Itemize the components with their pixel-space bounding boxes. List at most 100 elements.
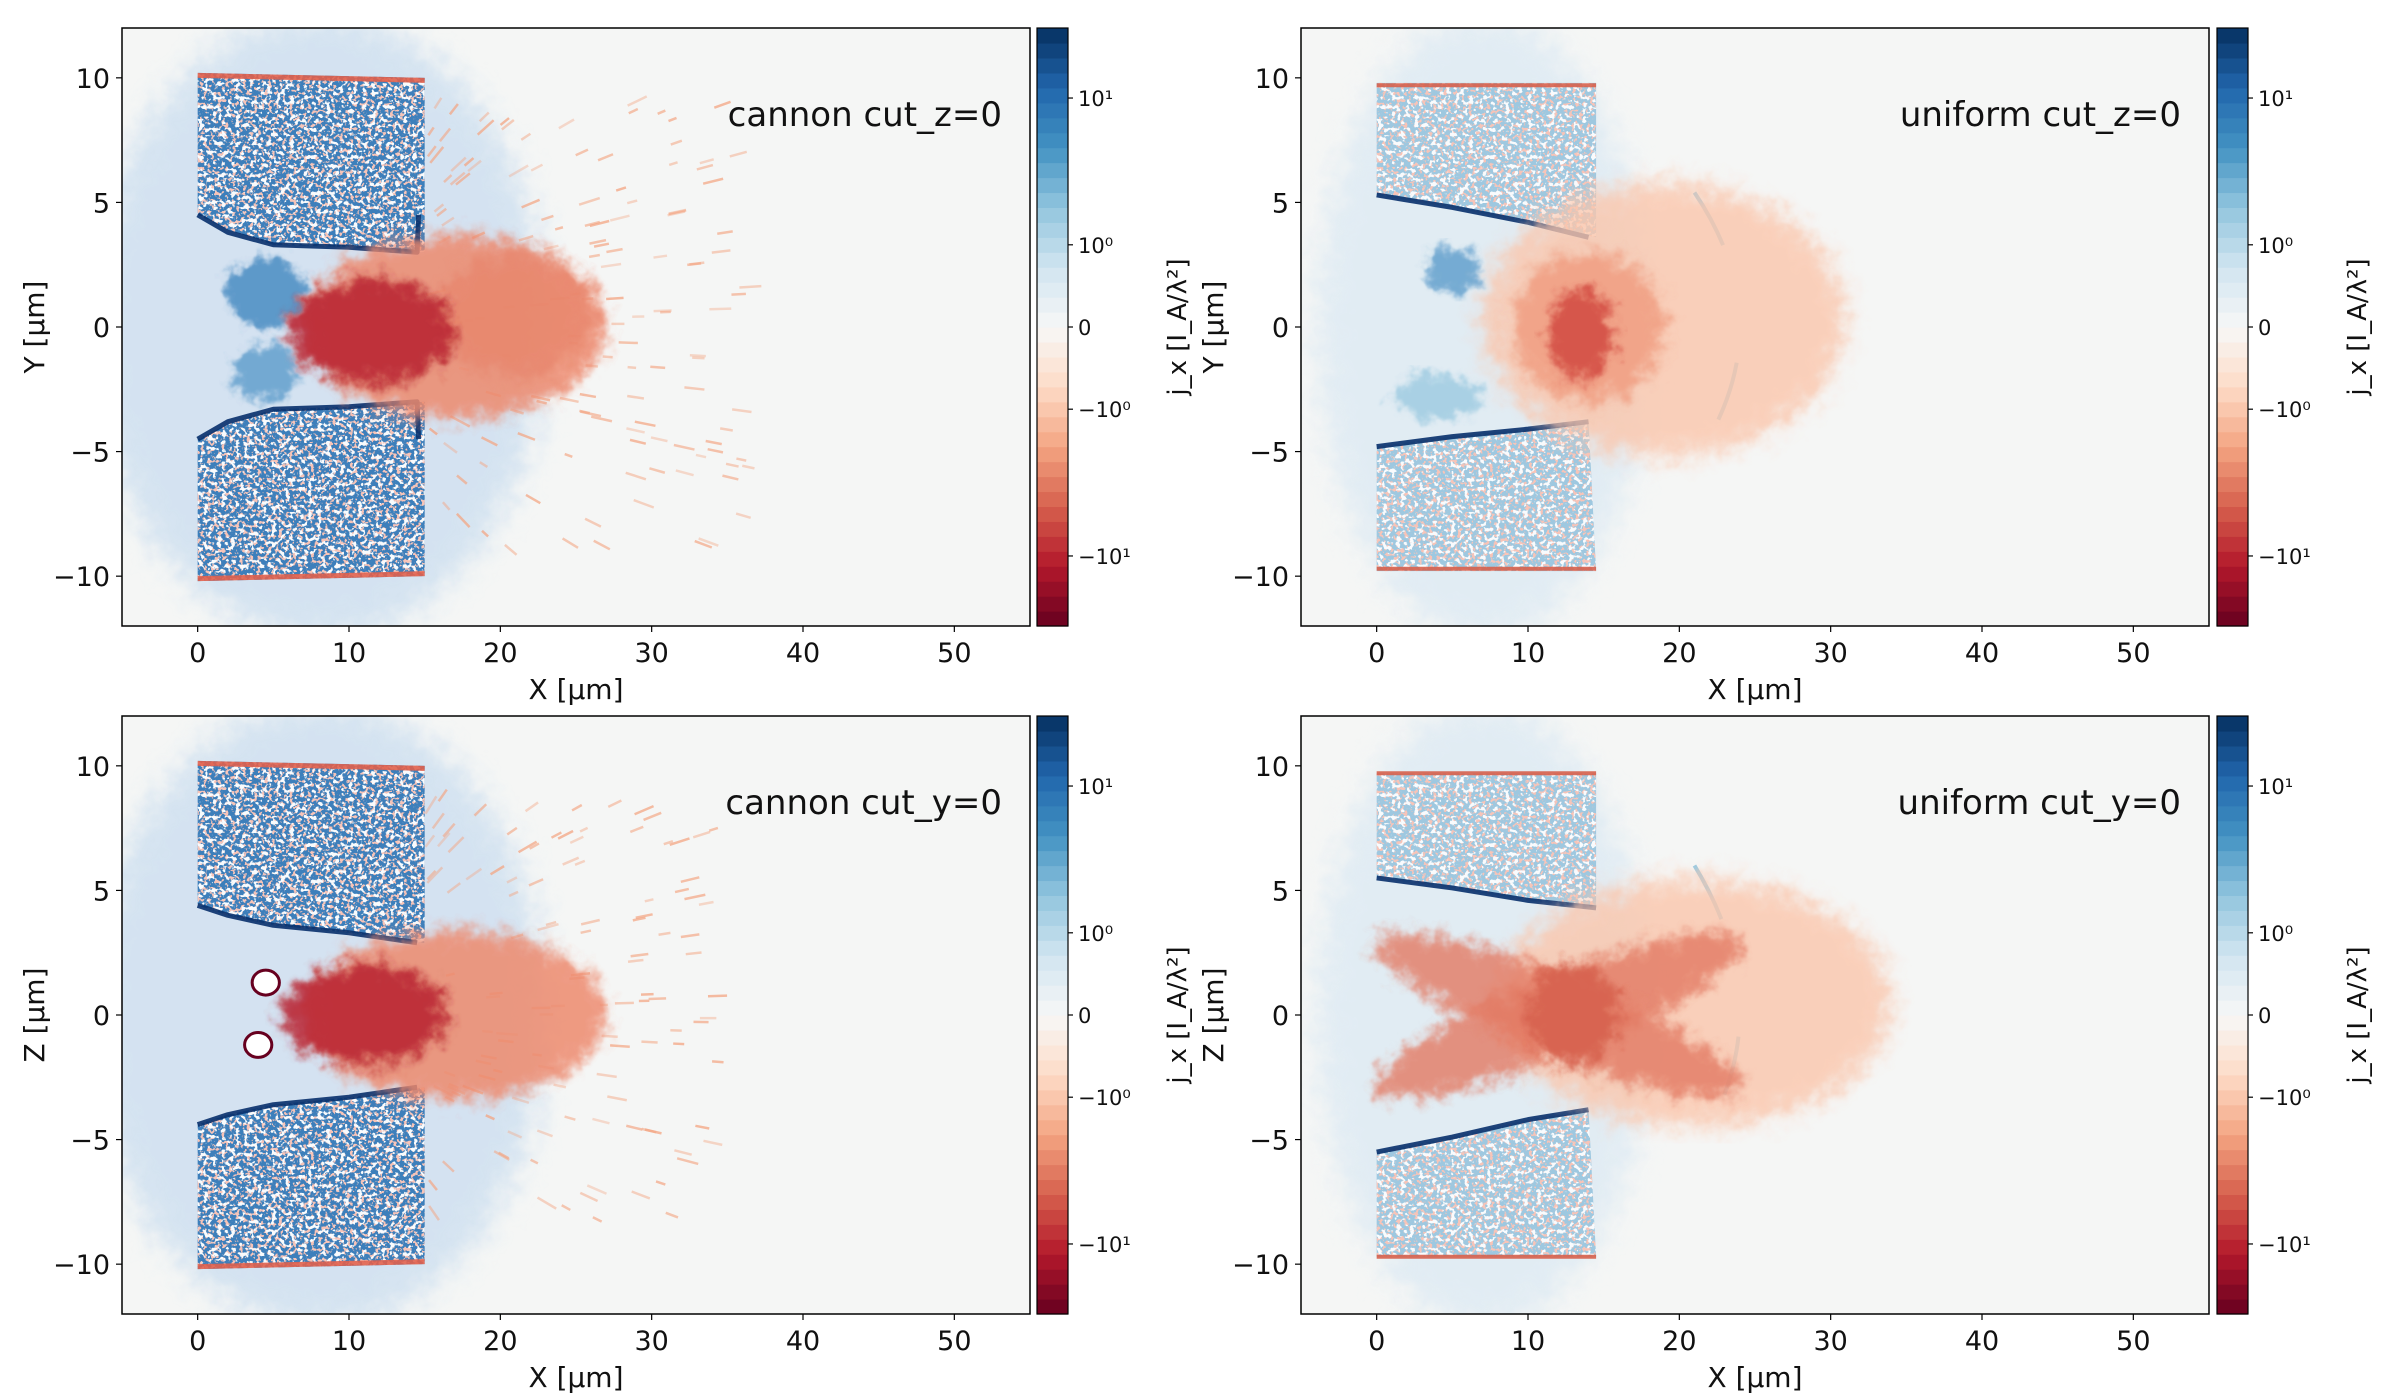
colorbar-level [1037,805,1068,822]
colorbar-level [1037,42,1068,59]
colorbar-level [2217,28,2248,44]
colorbar-level [1037,416,1068,433]
colorbar-level [1037,162,1068,179]
colorbar-label: j_x [I_A/λ²] [2343,946,2373,1084]
colorbar-level [1037,207,1068,223]
particle-streak [676,1157,699,1166]
particle-streak [699,158,715,165]
particle-streak [441,216,455,227]
target-region [1376,773,1597,908]
y-tick-label: 0 [93,313,110,344]
particle-streak [684,386,705,391]
colorbar-level [1037,1239,1068,1255]
colorbar-level [1037,237,1068,253]
colorbar-level [1037,1164,1068,1181]
particle-streak [537,923,559,932]
colorbar-tick-label: 10⁰ [2258,922,2293,946]
particle-streak [489,865,505,876]
x-tick-label: 10 [332,638,366,669]
colorbar-tick-label: 0 [2258,1004,2271,1028]
particle-streak [707,447,724,454]
particle-streak [443,441,458,454]
colorbar-level [1037,192,1068,208]
colorbar-level [1037,506,1068,522]
particle-streak [634,805,655,816]
particle-streak [698,900,714,906]
colorbar-level [1037,222,1068,238]
colorbar-level [1037,491,1068,507]
colorbar-level [2217,1074,2248,1091]
y-tick-label: −10 [1232,1250,1289,1281]
particle-streak [424,834,436,848]
colorbar-tick-label: 10⁰ [1078,922,1113,946]
particle-streak [698,537,719,547]
colorbar-level [2217,1224,2248,1240]
colorbar-level [2217,521,2248,537]
colorbar-level [1037,1134,1068,1151]
particle-streak [473,803,488,817]
particle-streak [541,214,554,222]
colorbar-level [1037,880,1068,896]
colorbar-level [2217,1104,2248,1121]
particle-streak [618,341,638,345]
particle-streak [579,826,589,833]
particle-streak [729,150,748,158]
colorbar-level [1037,955,1068,971]
particle-streak [631,1190,651,1200]
x-tick-label: 50 [937,1326,971,1357]
colorbar-level [2217,237,2248,253]
particle-streak [569,835,584,845]
particle-streak [592,1117,610,1125]
particle-streak [705,439,722,446]
colorbar-level [1037,117,1068,134]
colorbar-level [2217,1209,2248,1225]
particle-streak [485,1114,495,1121]
particle-streak [553,1083,567,1089]
colorbar-level [2217,506,2248,522]
particle-streak [520,132,532,141]
y-tick-label: −10 [1232,562,1289,593]
particle-streak [629,438,647,445]
particle-streak [709,307,732,311]
x-tick-label: 0 [189,638,206,669]
x-tick-label: 30 [1813,1326,1847,1357]
particle-streak [633,498,655,509]
colorbar-level [2217,790,2248,807]
colorbar-level [1037,267,1068,283]
x-tick-label: 40 [1965,1326,1999,1357]
colorbar-level [2217,371,2248,388]
panel-title: uniform cut_z=0 [1900,95,2181,135]
particle-streak [655,1180,666,1186]
target-region [1376,421,1597,572]
y-tick-label: 10 [76,752,110,783]
x-tick-label: 40 [786,638,820,669]
surface-current-line [197,571,425,582]
colorbar-level [2217,177,2248,194]
particle-streak [609,214,630,222]
colorbar: 10¹ 10⁰ 0 −10⁰ −10¹ j_x [I_A/λ²] [1036,27,1193,627]
particle-streak [442,822,456,838]
colorbar-tick-label: 10¹ [1078,87,1113,111]
colorbar-level [2217,1044,2248,1061]
colorbar-level [1037,1074,1068,1091]
particle-streak [593,242,610,248]
particle-streak [615,186,627,192]
particle-streak [561,1204,571,1212]
x-tick-label: 50 [2116,1326,2150,1357]
particle-streak [428,1179,438,1191]
void-spot [243,1030,274,1059]
particle-streak [518,234,534,242]
panel-title: cannon cut_z=0 [728,95,1002,135]
colorbar-level [1037,581,1068,597]
colorbar-level [1037,476,1068,493]
surface-current-line [196,1084,418,1128]
particle-streak [695,1124,710,1130]
colorbar-level [2217,312,2248,328]
particle-streak [602,355,613,359]
colorbar-level [1037,401,1068,418]
particle-streak [692,830,711,839]
colorbar-level [2217,835,2248,852]
particle-streak [627,365,637,370]
colorbar-level [1037,28,1068,44]
